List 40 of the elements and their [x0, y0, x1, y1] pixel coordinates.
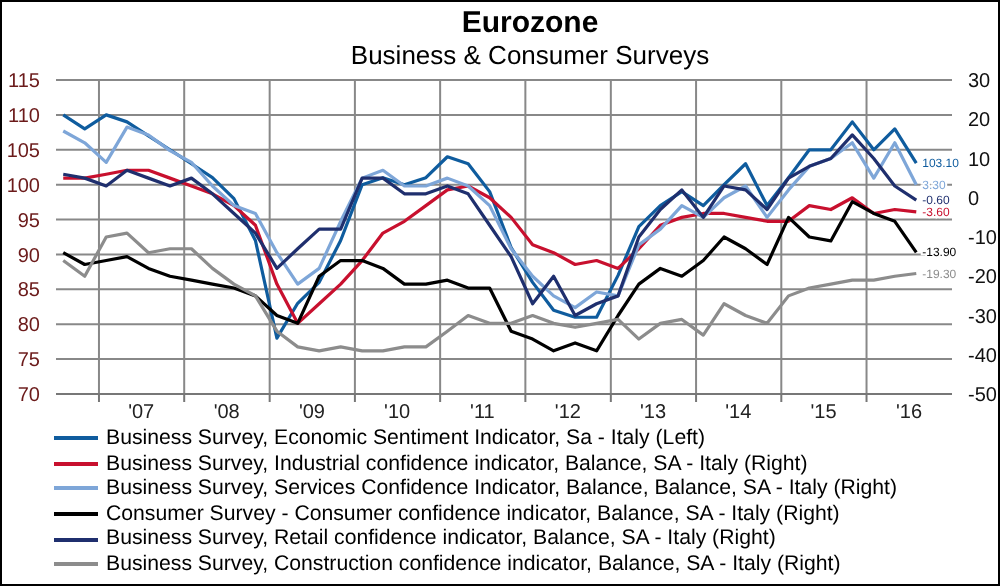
x-tick-label: '14 [725, 402, 753, 424]
y2-tick-label: 20 [968, 110, 992, 133]
y-tick-label: 75 [17, 350, 41, 373]
legend-label: Business Survey, Retail confidence indicator, Balance, SA - Italy (Right) [106, 526, 776, 552]
y2-tick-label: -30 [968, 306, 998, 329]
legend-label: Business Survey, Construction confidence indicator, Balance, SA - Italy (Right) [106, 551, 841, 578]
y-tick-label: 105 [6, 140, 41, 163]
x-tick-label: '12 [554, 402, 582, 424]
line-series [61, 113, 918, 340]
y2-tick-label: 0 [968, 188, 980, 211]
y2-tick-label: -10 [968, 228, 998, 251]
y-tick-label: 80 [17, 315, 41, 338]
y2-tick-label: 10 [968, 149, 992, 172]
x-tick-label: '10 [384, 402, 412, 424]
chart-subtitle: Business & Consumer Surveys [348, 40, 712, 70]
y2-tick-label: -40 [968, 345, 998, 368]
legend-label: Business Survey, Industrial confidence indicator, Balance, SA - Italy (Right) [106, 451, 808, 477]
x-tick-label: '16 [895, 402, 923, 424]
y2-tick-label: 30 [968, 71, 992, 94]
y-tick-label: 70 [17, 385, 41, 408]
x-tick-label: '07 [128, 402, 156, 424]
y-tick-label: 115 [8, 71, 41, 94]
line-series [61, 200, 918, 353]
y-tick-label: 100 [6, 175, 41, 198]
y-tick-label: 85 [17, 280, 41, 303]
y2-tick-label: -50 [968, 385, 998, 408]
x-tick-label: '15 [810, 402, 838, 424]
x-tick-label: '08 [213, 402, 241, 424]
legend-label: Business Survey, Economic Sentiment Indicator, Sa - Italy (Left) [106, 426, 706, 452]
y-tick-label: 90 [17, 245, 41, 268]
x-tick-label: '13 [640, 402, 667, 424]
line-series [61, 168, 918, 325]
x-tick-label: '11 [470, 402, 496, 424]
chart-title: Eurozone [459, 6, 601, 40]
y-tick-label: 95 [17, 210, 41, 233]
legend-label: Consumer Survey - Consumer confidence indicator, Balance, SA - Italy (Right) [106, 501, 840, 527]
y2-tick-label: -20 [968, 267, 998, 290]
legend-label: Business Survey, Services Confidence Indicator, Balance, Balance, SA - Italy (Right) [106, 476, 897, 502]
x-tick-label: '09 [298, 402, 326, 424]
y-tick-label: 110 [8, 105, 41, 128]
